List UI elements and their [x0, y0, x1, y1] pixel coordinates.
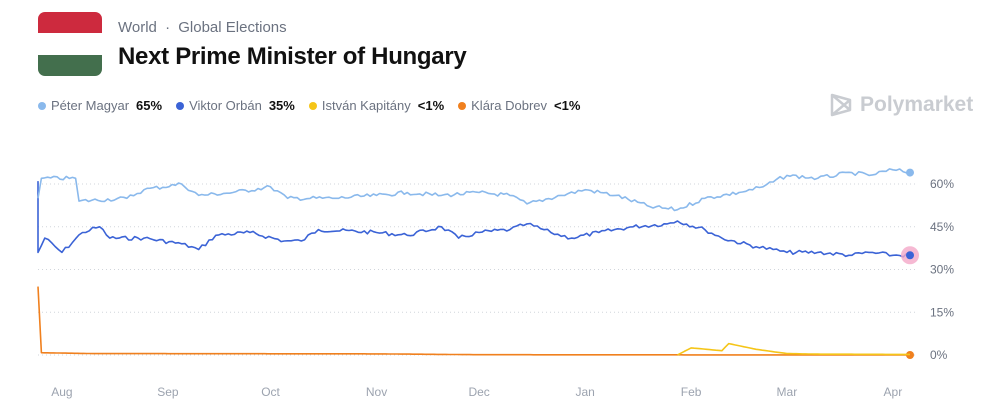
legend-item[interactable]: István Kapitány <1% [308, 98, 445, 113]
breadcrumb: World · Global Elections [118, 19, 287, 36]
series-line-kl-ra-dobrev [37, 286, 910, 356]
legend-dot [458, 101, 467, 110]
legend-value: 35% [268, 98, 295, 113]
hungary-flag [38, 12, 102, 76]
page-title: Next Prime Minister of Hungary [118, 43, 467, 70]
legend-label: István Kapitány [321, 98, 411, 113]
y-tick-label: 0% [930, 348, 948, 362]
price-history-chart[interactable]: 0% 15% 30% 45% 60% Aug Sep Oct Nov Dec Jan Feb Mar Ap… [0, 140, 985, 414]
flag-stripe [38, 12, 102, 34]
x-tick-label: Aug [51, 385, 72, 399]
breadcrumb-separator: · [165, 19, 171, 36]
x-tick-label: Jan [575, 385, 594, 399]
series-line-p-ter-magyar [37, 168, 911, 212]
y-tick-label: 15% [930, 305, 954, 319]
y-tick-label: 30% [930, 263, 954, 277]
legend-item[interactable]: Klára Dobrev <1% [458, 98, 580, 113]
polymarket-logo-icon [830, 93, 852, 117]
series-end-dot [906, 251, 914, 260]
series-end-dot [906, 168, 914, 177]
chart-legend: Péter Magyar 65% Viktor Orbán 35% István Kap… [38, 98, 580, 113]
x-tick-label: Mar [777, 385, 798, 399]
x-tick-label: Apr [884, 385, 903, 399]
legend-dot [308, 101, 317, 110]
legend-dot [176, 101, 185, 110]
legend-value: <1% [417, 98, 445, 113]
legend-label: Klára Dobrev [471, 98, 548, 113]
y-tick-label: 45% [930, 220, 954, 234]
x-tick-label: Feb [681, 385, 702, 399]
breadcrumb-world[interactable]: World [118, 19, 157, 36]
series-line-viktor-orb-n [37, 181, 911, 258]
flag-stripe [38, 33, 102, 55]
legend-label: Péter Magyar [51, 98, 130, 113]
legend-dot [38, 101, 46, 110]
series-line-istv-n-kapit-ny [677, 342, 910, 356]
x-tick-label: Nov [366, 385, 387, 399]
brand-name: Polymarket [860, 93, 974, 116]
legend-label: Viktor Orbán [189, 98, 262, 113]
x-tick-label: Sep [157, 385, 179, 399]
flag-stripe [38, 54, 102, 76]
x-tick-label: Oct [261, 385, 280, 399]
legend-item[interactable]: Péter Magyar 65% [38, 98, 162, 113]
breadcrumb-global-elections[interactable]: Global Elections [178, 19, 287, 36]
x-tick-label: Dec [468, 385, 489, 399]
legend-value: <1% [554, 98, 581, 113]
polymarket-logo: Polymarket [830, 93, 973, 117]
legend-value: 65% [136, 98, 163, 113]
y-tick-label: 60% [930, 177, 954, 191]
legend-item[interactable]: Viktor Orbán 35% [176, 98, 295, 113]
